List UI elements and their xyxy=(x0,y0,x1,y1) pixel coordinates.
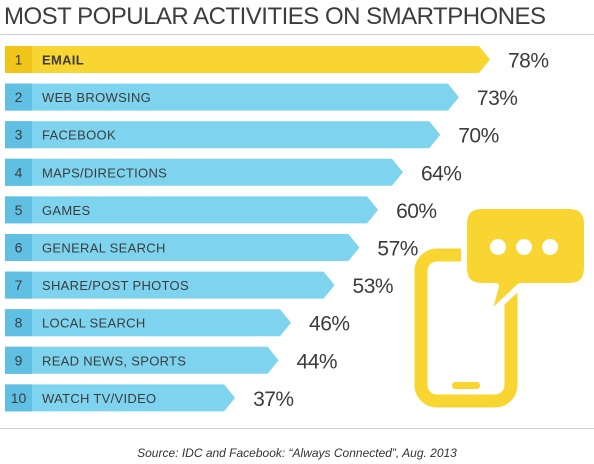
rank-box xyxy=(5,121,32,149)
value-label: 70% xyxy=(458,125,499,148)
rank-label: 10 xyxy=(11,390,27,406)
rank-label: 4 xyxy=(15,164,23,180)
category-label: MAPS/DIRECTIONS xyxy=(42,165,167,180)
category-label: WEB BROWSING xyxy=(42,90,151,105)
value-label: 57% xyxy=(377,238,418,261)
bar-row: 9 READ NEWS, SPORTS 44% xyxy=(5,346,338,374)
value-label: 78% xyxy=(508,50,549,73)
title-divider xyxy=(0,34,594,35)
bar-row: 6 GENERAL SEARCH 57% xyxy=(5,234,418,261)
bar-row: 8 LOCAL SEARCH 46% xyxy=(5,309,350,337)
rank-label: 1 xyxy=(15,52,23,68)
source-note: Source: IDC and Facebook: “Always Connec… xyxy=(137,446,457,460)
value-label: 60% xyxy=(396,200,437,223)
category-label: EMAIL xyxy=(42,53,84,68)
chat-dot xyxy=(516,239,532,255)
chat-dot xyxy=(490,239,506,255)
bar xyxy=(5,121,441,149)
rank-box xyxy=(5,196,32,224)
source-divider xyxy=(0,428,594,429)
rank-label: 6 xyxy=(15,240,23,256)
category-label: READ NEWS, SPORTS xyxy=(42,353,186,368)
rank-label: 7 xyxy=(15,277,23,293)
rank-label: 9 xyxy=(15,352,23,368)
bar xyxy=(5,309,292,337)
bar xyxy=(5,384,236,412)
bar xyxy=(5,234,360,261)
smartphone-chat-bubble-icon xyxy=(414,203,590,408)
chat-dot xyxy=(542,239,558,255)
rank-box xyxy=(5,158,32,186)
rank-box xyxy=(5,83,32,111)
bar-row: 4 MAPS/DIRECTIONS 64% xyxy=(5,158,462,186)
rank-box xyxy=(5,384,32,412)
category-label: GENERAL SEARCH xyxy=(42,241,166,256)
bars-group: 1 EMAIL 78% 2 WEB BROWSING 73% 3 FACEBOOK 70% 4 MA… xyxy=(5,46,549,412)
category-label: WATCH TV/VIDEO xyxy=(42,391,156,406)
category-label: GAMES xyxy=(42,203,90,218)
bar xyxy=(5,346,279,374)
phone-home-button xyxy=(452,382,480,389)
bar xyxy=(5,271,335,299)
rank-box xyxy=(5,271,32,299)
value-label: 46% xyxy=(309,313,350,336)
bar-row: 7 SHARE/POST PHOTOS 53% xyxy=(5,271,394,299)
bar-row: 3 FACEBOOK 70% xyxy=(5,121,499,149)
category-label: FACEBOOK xyxy=(42,128,116,143)
rank-box xyxy=(5,234,32,261)
value-label: 64% xyxy=(421,162,462,185)
rank-box xyxy=(5,346,32,374)
bar xyxy=(5,83,459,111)
chart-title: MOST POPULAR ACTIVITIES ON SMARTPHONES xyxy=(4,3,546,30)
rank-label: 3 xyxy=(15,127,23,143)
rank-label: 5 xyxy=(15,202,23,218)
value-label: 44% xyxy=(297,350,338,373)
bar-row: 10 WATCH TV/VIDEO 37% xyxy=(5,384,294,412)
category-label: SHARE/POST PHOTOS xyxy=(42,278,189,293)
bar-row: 2 WEB BROWSING 73% xyxy=(5,83,518,111)
rank-box xyxy=(5,46,32,73)
rank-label: 8 xyxy=(15,315,23,331)
category-label: LOCAL SEARCH xyxy=(42,316,146,331)
rank-box xyxy=(5,309,32,337)
value-label: 53% xyxy=(353,275,394,298)
bar-row: 5 GAMES 60% xyxy=(5,196,437,224)
chat-bubble-icon xyxy=(461,203,590,319)
value-label: 73% xyxy=(477,87,518,110)
bar xyxy=(5,158,403,186)
bar-row: 1 EMAIL 78% xyxy=(5,46,549,73)
value-label: 37% xyxy=(253,388,294,411)
bar xyxy=(5,46,490,73)
bar xyxy=(5,196,379,224)
rank-label: 2 xyxy=(15,89,23,105)
